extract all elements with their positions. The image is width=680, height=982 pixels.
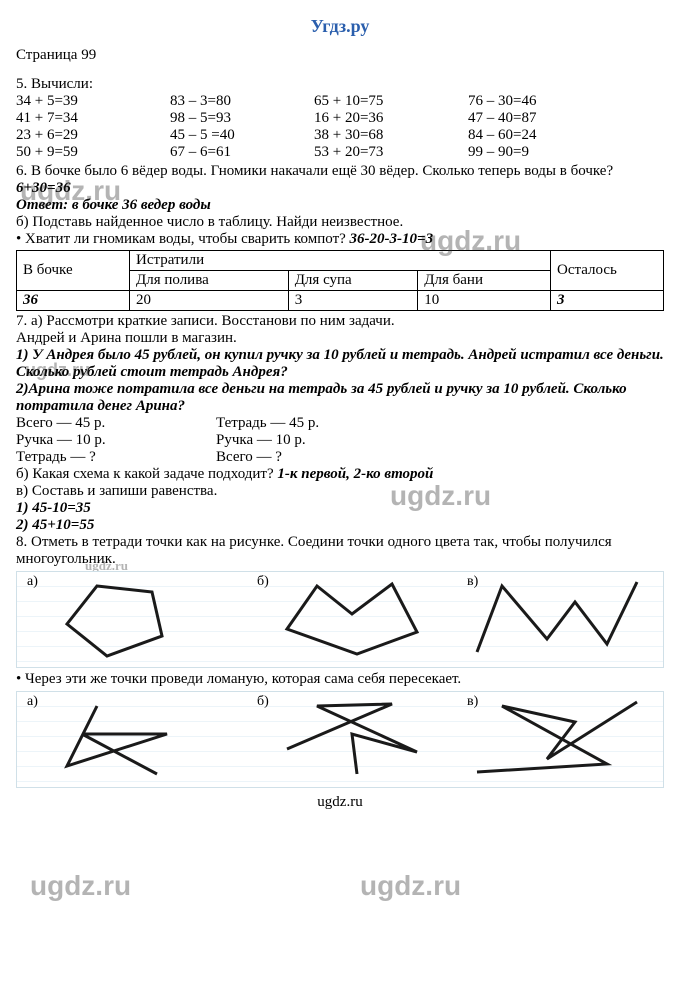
polyline-a — [47, 694, 187, 784]
calc-cell: 38 + 30=68 — [314, 127, 464, 144]
calc-cell: 98 – 5=93 — [170, 110, 310, 127]
calc-cell: 41 + 7=34 — [16, 110, 166, 127]
polygon-row-2: а) б) в) — [16, 691, 664, 788]
task6-bullet-text: • Хватит ли гномикам воды, чтобы сварить… — [16, 231, 350, 247]
td-3: 3 — [288, 291, 418, 311]
task7-b2-answer: 1-к первой, 2-ко второй — [277, 466, 433, 482]
td-36: 36 — [17, 291, 130, 311]
task6-bullet-calc: 36-20-3-10=3 — [350, 231, 434, 247]
task7-eq1: 1) 45-10=35 — [16, 500, 664, 517]
col-cell: Ручка — 10 р. — [216, 432, 416, 449]
th-bochka: В бочке — [17, 251, 130, 291]
site-link[interactable]: Угдз.ру — [16, 16, 664, 37]
calc-cell: 67 – 6=61 — [170, 144, 310, 161]
task7-cols: Всего — 45 р. Тетрадь — 45 р. Ручка — 10… — [16, 415, 664, 466]
task7-line-a: 7. а) Рассмотри краткие записи. Восстано… — [16, 313, 664, 330]
th-bath: Для бани — [418, 271, 551, 291]
th-spent: Истратили — [130, 251, 551, 271]
polygon-a — [47, 574, 187, 664]
polyline-c — [467, 694, 657, 784]
task6-line1: 6. В бочке было 6 вёдер воды. Гномики на… — [16, 163, 664, 180]
task5-heading: 5. Вычисли: — [16, 76, 664, 93]
task6-answer: Ответ: в бочке 36 ведер воды — [16, 197, 664, 214]
calc-cell: 53 + 20=73 — [314, 144, 464, 161]
task7-b2-text: б) Какая схема к какой задаче подходит? — [16, 466, 277, 482]
watermark: ugdz.ru — [360, 870, 461, 902]
watermark: ugdz.ru — [30, 870, 131, 902]
polygon-b — [262, 574, 442, 664]
col-cell: Тетрадь — 45 р. — [216, 415, 416, 432]
calc-cell: 99 – 90=9 — [468, 144, 608, 161]
calc-cell: 50 + 9=59 — [16, 144, 166, 161]
td-10: 10 — [418, 291, 551, 311]
calc-cell: 23 + 6=29 — [16, 127, 166, 144]
calc-cell: 16 + 20=36 — [314, 110, 464, 127]
task7-line-b2: б) Какая схема к какой задаче подходит? … — [16, 466, 664, 483]
th-soup: Для супа — [288, 271, 418, 291]
task7-eq2: 2) 45+10=55 — [16, 517, 664, 534]
task7-line-v: в) Составь и запиши равенства. — [16, 483, 664, 500]
task8-line2: • Через эти же точки проведи ломаную, ко… — [16, 671, 664, 688]
calc-cell: 47 – 40=87 — [468, 110, 608, 127]
task6-table: В бочке Истратили Осталось Для полива Дл… — [16, 250, 664, 311]
task7-b1: 1) У Андрея было 45 рублей, он купил руч… — [16, 347, 664, 381]
th-poliv: Для полива — [130, 271, 289, 291]
calc-cell: 84 – 60=24 — [468, 127, 608, 144]
label-a: а) — [27, 574, 38, 590]
polyline-b — [262, 694, 442, 784]
calc-cell: 76 – 30=46 — [468, 93, 608, 110]
th-left: Осталось — [551, 251, 664, 291]
task6-bullet: • Хватит ли гномикам воды, чтобы сварить… — [16, 231, 664, 248]
col-cell: Всего — ? — [216, 449, 416, 466]
col-cell: Тетрадь — ? — [16, 449, 216, 466]
col-cell: Всего — 45 р. — [16, 415, 216, 432]
td-rest: 3 — [551, 291, 664, 311]
calc-cell: 45 – 5 =40 — [170, 127, 310, 144]
calc-cell: 65 + 10=75 — [314, 93, 464, 110]
label-a2: а) — [27, 694, 38, 710]
task6-calc: 6+30=36 — [16, 180, 664, 197]
polygon-c — [467, 574, 657, 664]
calc-cell: 83 – 3=80 — [170, 93, 310, 110]
task7-b2: 2)Арина тоже потратила все деньги на тет… — [16, 381, 664, 415]
task8-line: 8. Отметь в тетради точки как на рисунке… — [16, 534, 664, 568]
bottom-link[interactable]: ugdz.ru — [16, 794, 664, 811]
task6-line-b: б) Подставь найденное число в таблицу. Н… — [16, 214, 664, 231]
polygon-row-1: а) б) в) — [16, 571, 664, 668]
page-title: Страница 99 — [16, 47, 664, 64]
col-cell: Ручка — 10 р. — [16, 432, 216, 449]
task5-grid: 34 + 5=39 83 – 3=80 65 + 10=75 76 – 30=4… — [16, 93, 664, 161]
td-20: 20 — [130, 291, 289, 311]
calc-cell: 34 + 5=39 — [16, 93, 166, 110]
task7-shop: Андрей и Арина пошли в магазин. — [16, 330, 664, 347]
